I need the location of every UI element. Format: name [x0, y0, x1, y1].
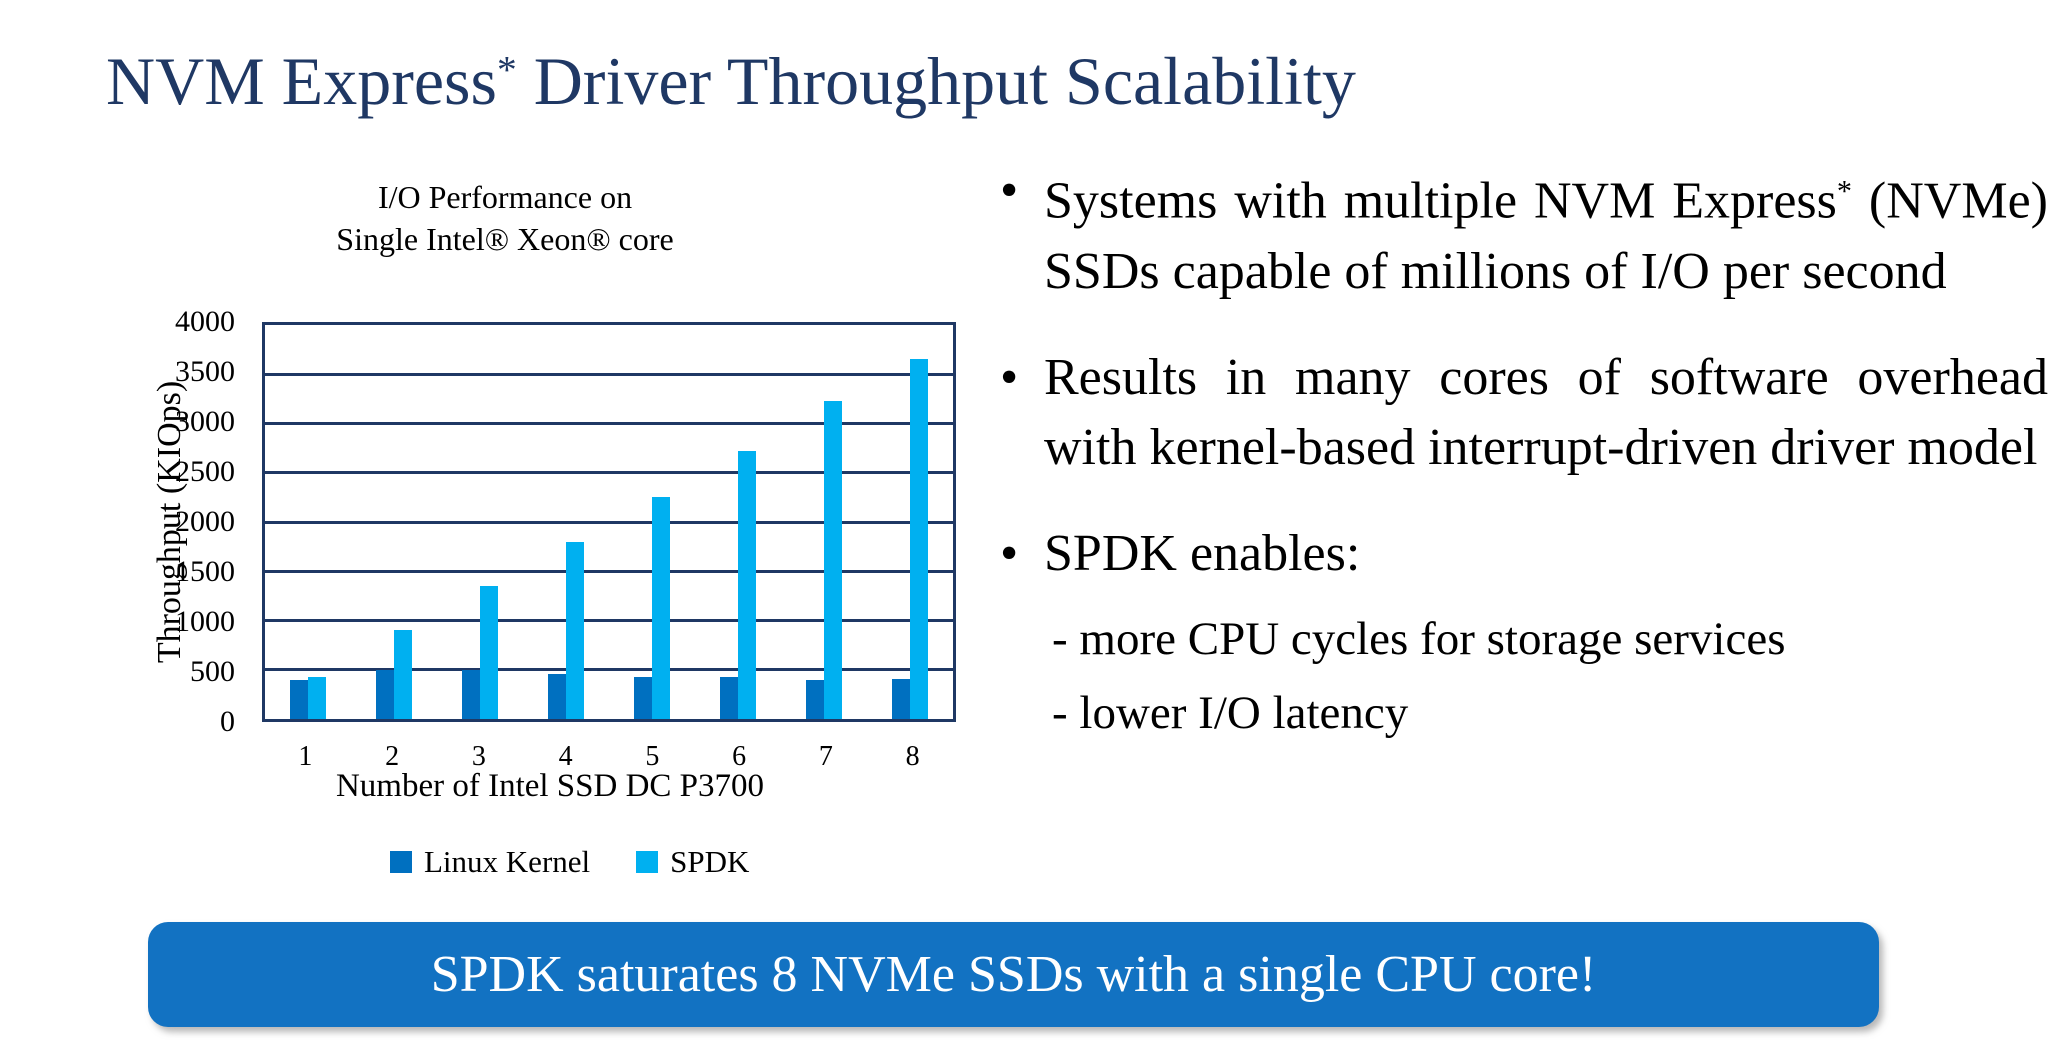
sub-bullet-item: - more CPU cycles for storage services — [1000, 605, 2048, 673]
chart-title-line-2: Single Intel® Xeon® core — [336, 221, 674, 257]
slide-title-asterisk: * — [496, 47, 517, 92]
callout-banner-text: SPDK saturates 8 NVMe SSDs with a single… — [430, 946, 1597, 1003]
legend-item: SPDK — [636, 844, 749, 880]
x-tick-label: 3 — [471, 741, 486, 772]
x-tick-label: 8 — [905, 741, 920, 772]
bar — [462, 669, 480, 719]
bar — [824, 400, 842, 719]
bar-group-5 — [609, 325, 695, 719]
x-tick-label: 7 — [818, 741, 833, 772]
y-tick-label: 1500 — [175, 555, 235, 588]
y-tick-label: 2000 — [175, 505, 235, 538]
gridline — [265, 372, 953, 376]
bullet-text: SPDK enables: — [1044, 524, 1361, 582]
bar — [290, 679, 308, 719]
bar-group-7 — [781, 325, 867, 719]
bar-group-6 — [695, 325, 781, 719]
gridline — [265, 471, 953, 475]
slide-title-text-2: Driver Throughput Scalability — [516, 43, 1356, 119]
slide-title: NVM Express* Driver Throughput Scalabili… — [106, 42, 1356, 120]
y-tick-label: 1000 — [175, 605, 235, 638]
bar — [566, 541, 584, 719]
bullet-list: • Systems with multiple NVM Express* (NVM… — [1000, 156, 2048, 753]
bullet-item: • Systems with multiple NVM Express* (NVM… — [1000, 156, 2048, 307]
bar — [720, 676, 738, 719]
bullet-marker: • — [1000, 348, 1019, 406]
legend-item: Linux Kernel — [390, 844, 590, 880]
bar — [308, 676, 326, 719]
bar — [910, 359, 928, 719]
gridline — [265, 668, 953, 672]
bar — [652, 497, 670, 719]
gridline — [265, 422, 953, 425]
legend-swatch — [390, 851, 412, 873]
bar-group-1 — [265, 325, 351, 719]
y-tick-label: 0 — [220, 705, 235, 738]
x-tick-label: 1 — [298, 741, 313, 772]
bullet-superscript: * — [1836, 174, 1852, 208]
bar-group-2 — [351, 325, 437, 719]
gridline — [265, 619, 953, 622]
bar — [634, 676, 652, 719]
y-tick-label: 4000 — [175, 305, 235, 338]
bar — [892, 678, 910, 719]
bar — [548, 673, 566, 719]
bullet-text: Systems with multiple NVM Express — [1044, 172, 1837, 230]
x-tick-label: 4 — [558, 741, 573, 772]
chart-plot — [262, 322, 956, 722]
legend-label: SPDK — [670, 844, 750, 879]
bullet-marker: • — [1000, 524, 1019, 582]
y-tick-label: 500 — [190, 655, 235, 688]
y-tick-label: 3000 — [175, 405, 235, 438]
gridline — [265, 569, 953, 573]
slide-title-text: NVM Express — [106, 43, 497, 119]
legend-label: Linux Kernel — [424, 844, 591, 879]
bar-group-8 — [867, 325, 953, 719]
chart-legend: Linux Kernel SPDK — [390, 844, 749, 880]
y-tick-label: 2500 — [175, 455, 235, 488]
x-tick-label: 6 — [732, 741, 747, 772]
gridline — [265, 520, 953, 524]
bullet-text: - more CPU cycles for storage services — [1052, 612, 1786, 665]
chart-title-line-1: I/O Performance on — [377, 179, 633, 215]
x-axis-labels: 1 2 3 4 5 6 7 8 — [262, 741, 956, 773]
x-tick-label: 5 — [645, 741, 660, 772]
bullet-item: • Results in many cores of software overh… — [1000, 343, 2048, 483]
bullet-text: (NVMe) SSDs capable of millions of I/O p… — [1044, 172, 2048, 300]
callout-banner: SPDK saturates 8 NVMe SSDs with a single… — [148, 922, 1879, 1027]
bar — [738, 451, 756, 719]
y-axis-labels: 0 500 1000 1500 2000 2500 3000 3500 4000 — [140, 305, 245, 738]
bullet-text: - lower I/O latency — [1052, 686, 1409, 739]
bullet-marker: • — [1000, 162, 1019, 219]
bar — [376, 669, 394, 719]
legend-swatch — [636, 851, 659, 873]
y-tick-label: 3500 — [175, 355, 235, 388]
bullet-text: Results in many cores of software overhe… — [1044, 348, 2048, 476]
x-tick-label: 2 — [385, 741, 400, 772]
bar-group-3 — [437, 325, 523, 719]
bullet-item: • SPDK enables: — [1000, 519, 2048, 589]
chart-title: I/O Performance on Single Intel® Xeon® c… — [205, 176, 805, 260]
sub-bullet-item: - lower I/O latency — [1000, 679, 2048, 747]
bar-group-4 — [523, 325, 609, 719]
bar — [394, 630, 412, 719]
bar — [480, 586, 498, 719]
bar — [806, 679, 824, 719]
x-axis-title: Number of Intel SSD DC P3700 — [335, 768, 765, 804]
